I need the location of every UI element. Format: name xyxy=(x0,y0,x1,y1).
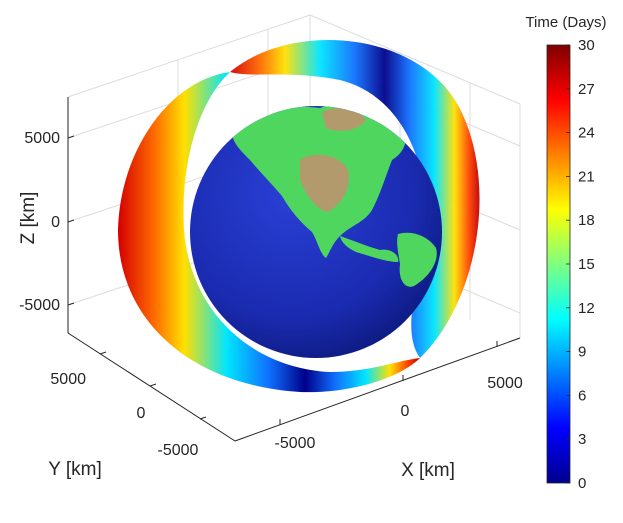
z-tick-label: 0 xyxy=(51,214,60,231)
y-tick-label: 0 xyxy=(137,405,146,422)
orbit-ring-front xyxy=(118,72,420,393)
colorbar-tick-label: 6 xyxy=(578,387,586,404)
z-tick-label: -5000 xyxy=(19,297,60,314)
colorbar-tick-label: 15 xyxy=(578,256,595,273)
colorbar-tick-label: 0 xyxy=(578,475,586,492)
colorbar-tick-label: 18 xyxy=(578,212,595,229)
z-tick-label: 5000 xyxy=(24,130,60,147)
colorbar-tick-label: 9 xyxy=(578,344,586,361)
colorbar-tick-label: 30 xyxy=(578,37,595,54)
central-america-landmass xyxy=(340,236,399,262)
x-axis-label: X [km] xyxy=(401,460,455,481)
colorbar-tick-label: 24 xyxy=(578,125,595,142)
colorbar-tick-label: 27 xyxy=(578,81,595,98)
south-america-landmass xyxy=(397,232,437,287)
desert-region xyxy=(300,154,349,212)
colorbar-tick-label: 21 xyxy=(578,168,595,185)
z-axis-label: Z [km] xyxy=(18,192,39,245)
y-tick-label: -5000 xyxy=(158,442,199,459)
x-tick-label: 0 xyxy=(401,403,410,420)
x-tick-label: -5000 xyxy=(275,435,316,452)
earth-sphere xyxy=(190,106,442,358)
colorbar-tick-label: 12 xyxy=(578,300,595,317)
orbit-ring-back xyxy=(230,39,480,358)
y-tick-label: 5000 xyxy=(50,371,86,388)
x-tick-label: 5000 xyxy=(487,375,523,392)
y-axis-label: Y [km] xyxy=(48,459,102,480)
greenland-landmass xyxy=(322,108,366,131)
axes-lines xyxy=(67,97,521,442)
colorbar-title: Time (Days) xyxy=(525,14,606,31)
colorbar-tick-label: 3 xyxy=(578,431,586,448)
